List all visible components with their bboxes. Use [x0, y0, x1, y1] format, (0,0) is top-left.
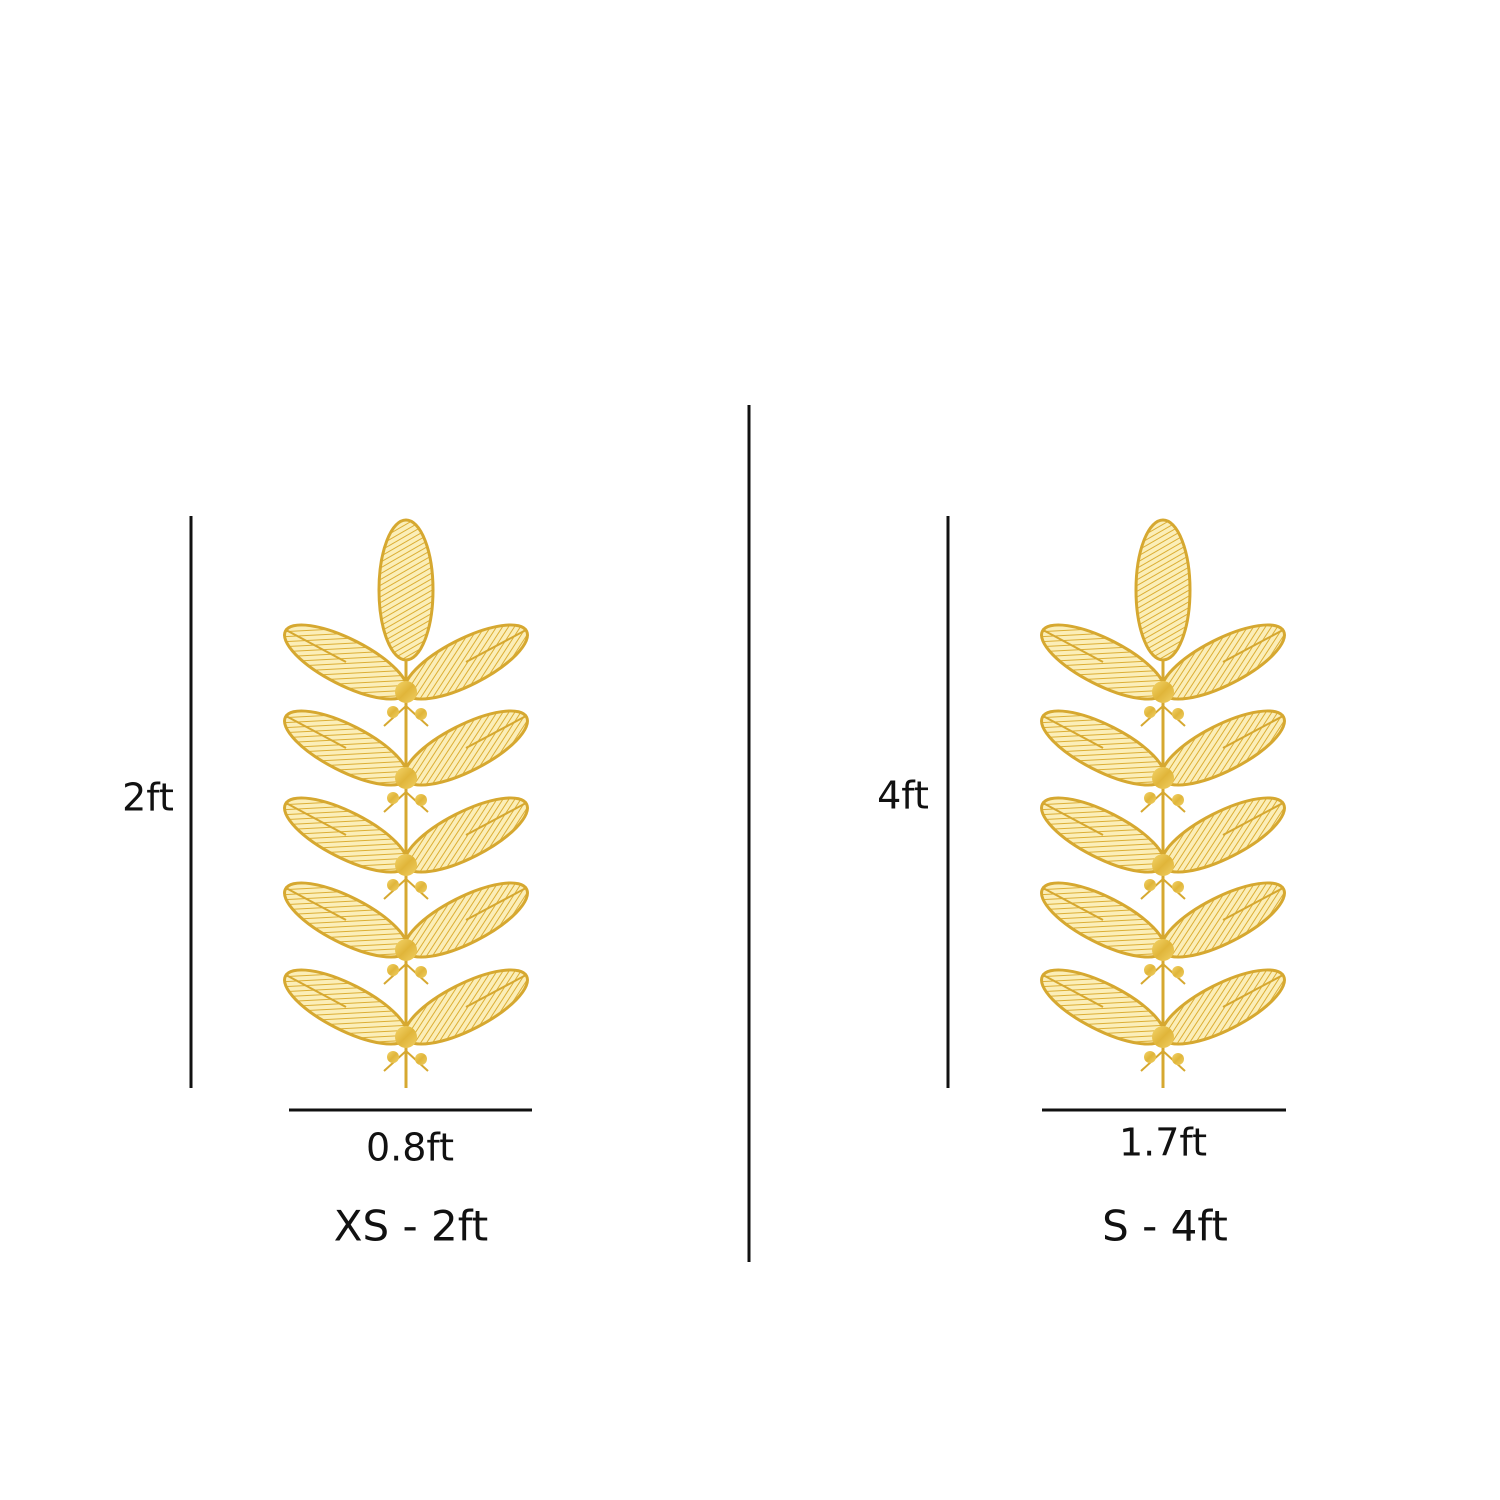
panel-s: 4ft 1.7ft S - 4ft	[877, 516, 1294, 1251]
size-label: XS - 2ft	[334, 1202, 489, 1251]
width-label: 0.8ft	[366, 1126, 454, 1170]
width-label: 1.7ft	[1119, 1121, 1207, 1165]
height-label: 4ft	[877, 774, 929, 818]
size-label: S - 4ft	[1102, 1202, 1228, 1251]
leaf-illustration	[1032, 520, 1294, 1088]
panel-xs: 2ft 0.8ft XS - 2ft	[122, 516, 537, 1251]
height-label: 2ft	[122, 776, 174, 820]
leaf-illustration	[275, 520, 537, 1088]
